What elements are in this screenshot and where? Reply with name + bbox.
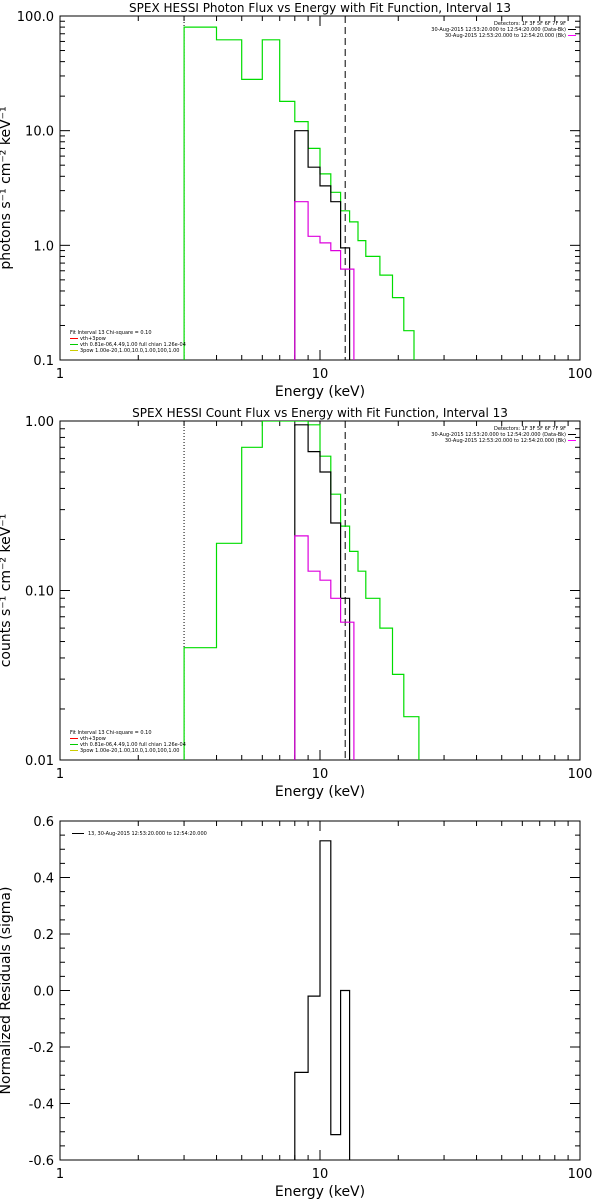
x-tick-label: 100 [568,367,593,382]
chart-title: SPEX HESSI Count Flux vs Energy with Fit… [132,406,508,420]
x-tick-label: 100 [568,767,593,782]
legend-bottom-left-text: vth 0.81e-06,4.49,1.00 full chian 1.26e-… [80,742,186,748]
legend-bottom-left-text: 3pow 1.00e-20,1.00,10.0,1.00,100,1.00 [80,348,180,354]
y-axis-label: Normalized Residuals (sigma) [0,887,14,1095]
series-group [183,26,415,360]
y-tick-label: 0.4 [33,872,54,887]
x-axis-label: Energy (keV) [275,1184,365,1200]
series-1-histogram [183,421,420,760]
legend-bottom-left-text: Fit Interval 13 Chi-square = 0.10 [70,330,152,336]
x-tick-label: 1 [56,367,64,382]
y-tick-label: 100.0 [17,10,54,25]
y-axis-label: photons s⁻¹ cm⁻² keV⁻¹ [0,106,14,269]
y-tick-label: 0.10 [25,585,54,600]
x-axis-label: Energy (keV) [275,384,365,400]
y-tick-label: -0.2 [29,1041,54,1056]
legend-top-right-text: Detectors: 1F 3F 5F 6F 7F 9F [494,21,566,27]
chart-title: SPEX HESSI Photon Flux vs Energy with Fi… [129,1,511,15]
y-tick-label: 0.0 [33,985,54,1000]
x-tick-label: 10 [312,367,329,382]
legend-bottom-left-text: Fit Interval 13 Chi-square = 0.10 [70,730,152,736]
panel-1: 1 10 100 0.1 1.0 10.0 100.0 SPEX HESSI Photon F… [0,1,592,400]
legend-top-right-text: 30-Aug-2015 12:53:20.000 to 12:54:20.000… [445,33,566,39]
legend-bottom-left-text: vth+3pow [80,736,106,742]
x-tick-label: 1 [56,767,64,782]
legend-top-right-text: 30-Aug-2015 12:53:20.000 to 12:54:20.000… [431,432,566,438]
panel-3: 1 10 100 -0.6 -0.4 -0.2 0.0 0.2 0.4 0.6 Energy (ke… [0,815,592,1200]
series-1-histogram [183,26,415,360]
x-tick-label: 10 [312,1167,329,1182]
series-3-histogram [294,201,355,360]
y-tick-label: 0.6 [33,815,54,830]
legend-bottom-left-text: vth+3pow [80,336,106,342]
legend-top-right-text: 30-Aug-2015 12:53:20.000 to 12:54:20.000… [431,27,566,33]
legend-bottom-left-text: 3pow 1.00e-20,1.00,10.0,1.00,100,1.00 [80,748,180,754]
legend-top-right-text: 30-Aug-2015 12:53:20.000 to 12:54:20.000… [445,438,566,444]
panel-2: 1 10 100 0.01 0.10 1.00 SPEX HESSI Count Flux … [0,406,592,800]
x-tick-label: 100 [568,1167,593,1182]
series-1-histogram [294,840,351,1160]
y-tick-label: 0.01 [25,754,54,769]
y-tick-label: 10.0 [25,125,54,140]
y-tick-label: 0.2 [33,928,54,943]
legend-top-left-text: 13, 30-Aug-2015 12:53:20.000 to 12:54:20… [88,831,207,837]
x-axis-label: Energy (keV) [275,784,365,800]
legend-top-right-text: Detectors: 1F 3F 5F 6F 7F 9F [494,426,566,432]
series-2-histogram [294,424,351,760]
y-tick-label: -0.6 [29,1154,54,1169]
y-tick-label: 0.1 [33,354,54,369]
y-tick-label: -0.4 [29,1098,54,1113]
series-group [183,421,420,760]
series-2-histogram [294,130,351,360]
y-tick-label: 1.00 [25,415,54,430]
y-axis-label: counts s⁻¹ cm⁻² keV⁻¹ [0,514,14,668]
series-group [294,840,351,1160]
legend-bottom-left-text: vth 0.81e-06,4.49,1.00 full chian 1.26e-… [80,342,186,348]
x-tick-label: 1 [56,1167,64,1182]
series-3-histogram [294,535,355,760]
x-tick-label: 10 [312,767,329,782]
plot-frame [59,15,581,361]
y-tick-label: 1.0 [33,239,54,254]
